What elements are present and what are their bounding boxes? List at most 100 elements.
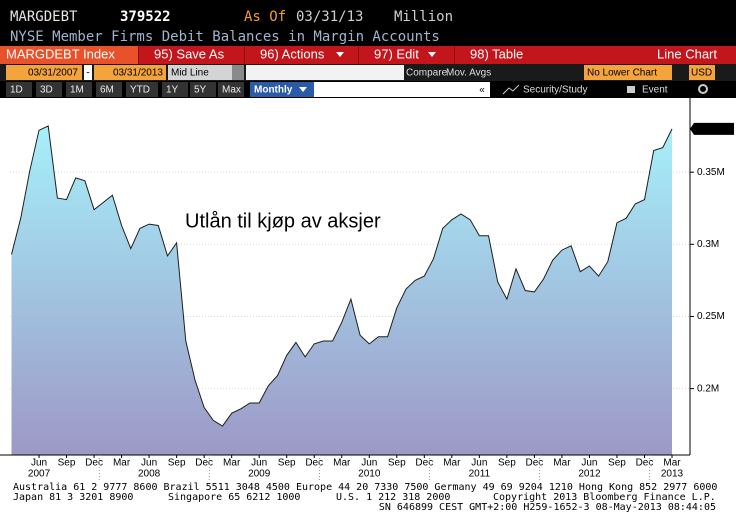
period-button[interactable]: 5Y: [194, 85, 207, 96]
security-name[interactable]: MARGDEBT Index: [6, 46, 115, 61]
y-tick-label: 0.3M: [697, 239, 719, 250]
footer-line: Australia 61 2 9777 8600 Brazil 5511 304…: [13, 482, 717, 493]
y-tick-label: 0.25M: [697, 311, 725, 322]
toolbar-divider: [244, 46, 245, 64]
x-tick-label: Mar: [223, 458, 241, 469]
x-tick-label: Dec: [525, 458, 543, 469]
y-tick-label: 0.35M: [697, 167, 725, 178]
x-tick-label: Sep: [608, 458, 626, 469]
period-button[interactable]: 1Y: [166, 85, 179, 96]
toolbar-bg: [0, 46, 736, 64]
y-tick-label: 0.2M: [697, 383, 719, 394]
compare[interactable]: Compare: [406, 68, 448, 79]
toolbar-divider: [358, 46, 359, 64]
period-button-bg[interactable]: [162, 82, 188, 97]
x-year-label: 2013: [661, 469, 684, 480]
period-button[interactable]: 1M: [70, 85, 84, 96]
compare-input[interactable]: [246, 65, 404, 80]
style-field[interactable]: [168, 65, 232, 80]
x-tick-label: Dec: [85, 458, 103, 469]
footer-item: Japan 81 3 3201 8900: [13, 492, 133, 503]
toolbar-button[interactable]: 97) Edit: [374, 46, 419, 61]
period-button-bg[interactable]: [218, 82, 244, 97]
toolbar-divider: [454, 46, 455, 64]
dropdown-arrow: [428, 52, 436, 57]
frequency-field[interactable]: [250, 82, 314, 97]
start-date[interactable]: 03/31/2007: [28, 68, 78, 79]
event[interactable]: Event: [642, 85, 668, 96]
period-button[interactable]: Max: [222, 85, 241, 96]
x-tick-label: Jun: [141, 458, 157, 469]
period-button-bg[interactable]: [96, 82, 122, 97]
settings-icon[interactable]: [698, 84, 708, 94]
toolbar-divider: [138, 46, 139, 64]
x-tick-label: Mar: [113, 458, 131, 469]
area-fill: [11, 126, 672, 455]
toolbar-button[interactable]: 98) Table: [470, 46, 523, 61]
x-tick-label: Jun: [31, 458, 47, 469]
toolbar-button[interactable]: 96) Actions: [260, 46, 325, 61]
start-field[interactable]: [6, 65, 82, 80]
study-input[interactable]: [314, 82, 490, 97]
as-of-date: 03/31/13: [296, 9, 363, 25]
currency-field[interactable]: [689, 65, 715, 80]
mov-avgs[interactable]: Mov. Avgs: [446, 68, 491, 79]
x-year-label: 2011: [469, 469, 491, 480]
x-tick-label: Dec: [415, 458, 433, 469]
security-tab[interactable]: [0, 46, 138, 64]
dropdown-arrow: [336, 52, 344, 57]
unit: Million: [394, 9, 453, 25]
period-button[interactable]: 3D: [40, 85, 53, 96]
x-tick-label: Jun: [361, 458, 377, 469]
period-button[interactable]: YTD: [130, 85, 150, 96]
style-dropdown[interactable]: [232, 65, 244, 80]
period-button-bg[interactable]: [6, 82, 32, 97]
currency[interactable]: USD: [691, 68, 712, 79]
lower-field[interactable]: [584, 65, 672, 80]
period-button-bg[interactable]: [66, 82, 92, 97]
value-label: 0.380M: [696, 124, 729, 135]
x-year-label: 2010: [358, 469, 381, 480]
x-tick-label: Sep: [168, 458, 186, 469]
x-tick-label: Mar: [553, 458, 571, 469]
x-tick-label: Mar: [333, 458, 351, 469]
period-button-bg[interactable]: [190, 82, 216, 97]
line: [11, 125, 673, 427]
x-tick-label: Mar: [443, 458, 461, 469]
x-tick-label: Sep: [278, 458, 296, 469]
x-tick-label: Sep: [498, 458, 516, 469]
collapse[interactable]: «: [479, 85, 485, 96]
style[interactable]: Mid Line: [171, 68, 209, 79]
chart-type[interactable]: Line Chart: [657, 46, 717, 61]
lower-chart[interactable]: No Lower Chart: [587, 68, 657, 79]
period-button[interactable]: 1D: [10, 85, 23, 96]
x-tick-label: Jun: [581, 458, 597, 469]
as-of: As Of: [244, 9, 286, 25]
x-tick-label: Jun: [471, 458, 487, 469]
event-icon: [627, 86, 635, 93]
period-button-bg[interactable]: [126, 82, 158, 97]
dropdown-arrow: [299, 87, 307, 92]
ticker: MARGDEBT: [10, 9, 78, 25]
period-button[interactable]: 6M: [100, 85, 114, 96]
x-year-label: 2012: [578, 469, 601, 480]
footer-item: U.S. 1 212 318 2000: [336, 492, 450, 503]
study-icon: [502, 84, 520, 95]
end-date[interactable]: 03/31/2013: [113, 68, 163, 79]
study[interactable]: Security/Study: [523, 85, 587, 96]
last-value: 379522: [120, 9, 171, 25]
frequency[interactable]: Monthly: [254, 85, 293, 96]
x-tick-label: Dec: [195, 458, 213, 469]
x-tick-label: Dec: [636, 458, 654, 469]
period-button-bg[interactable]: [36, 82, 62, 97]
end-field[interactable]: [94, 65, 166, 80]
toolbar-button[interactable]: 95) Save As: [154, 46, 225, 61]
separator-bg: [84, 65, 92, 80]
footer-item: Singapore 65 6212 1000: [168, 492, 300, 503]
x-year-label: 2009: [248, 469, 271, 480]
annotation: Utlån til kjøp av aksjer: [185, 210, 381, 232]
value-label-bg: [690, 122, 734, 135]
x-tick-label: Sep: [58, 458, 76, 469]
footer-item: Copyright 2013 Bloomberg Finance L.P.: [493, 492, 716, 503]
